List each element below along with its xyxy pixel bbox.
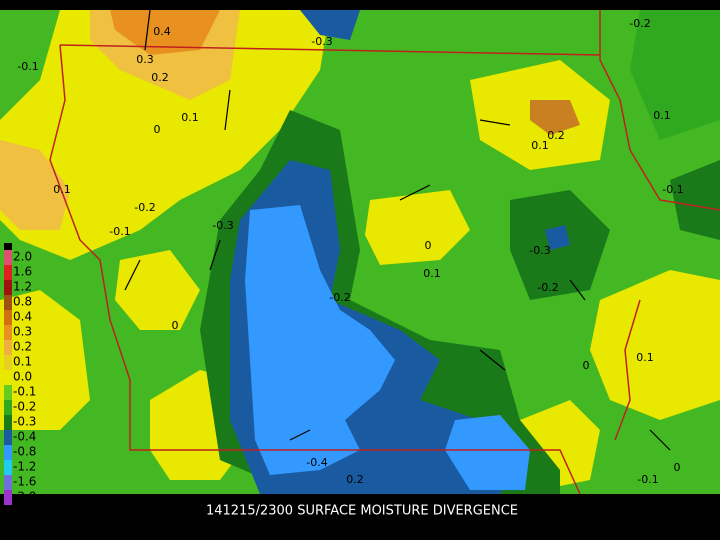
contour-label: -0.4 — [306, 456, 327, 469]
contour-label: -0.2 — [537, 281, 558, 294]
contour-label: 0 — [674, 461, 681, 474]
contour-label: 0.1 — [636, 351, 654, 364]
legend-label: -0.8 — [13, 445, 36, 459]
contour-label: -0.1 — [662, 183, 683, 196]
legend-swatch — [4, 445, 12, 460]
legend-swatch — [4, 280, 12, 295]
legend-swatch — [4, 310, 12, 325]
contour-label: 0.1 — [531, 139, 549, 152]
legend-swatch — [4, 325, 12, 340]
legend-swatch — [4, 475, 12, 490]
legend-label: 0.1 — [13, 355, 32, 369]
contour-label: 0.2 — [547, 129, 565, 142]
contour-label: -0.3 — [529, 244, 550, 257]
legend: 2.01.61.20.80.40.30.20.10.0-0.1-0.2-0.3-… — [4, 250, 36, 505]
legend-label: -2.0 — [13, 490, 36, 504]
contour-label: 0.1 — [653, 109, 671, 122]
legend-label: 0.4 — [13, 310, 32, 324]
contour-label: -0.2 — [134, 201, 155, 214]
legend-swatch — [4, 340, 12, 355]
legend-label: 1.6 — [13, 265, 32, 279]
legend-label: -1.6 — [13, 475, 36, 489]
legend-label: 0.3 — [13, 325, 32, 339]
contour-labels: 0.40.30.20.10-0.1-0.30.1-0.2-0.1 -0.30-0.… — [17, 17, 683, 486]
contour-label: -0.3 — [311, 35, 332, 48]
contour-label: -0.2 — [329, 291, 350, 304]
legend-swatch — [4, 415, 12, 430]
legend-label: 2.0 — [13, 250, 32, 264]
contour-label: 0 — [172, 319, 179, 332]
legend-swatch — [4, 295, 12, 310]
contour-label: 0.2 — [151, 71, 169, 84]
legend-swatch — [4, 430, 12, 445]
contour-label: 0.4 — [153, 25, 171, 38]
contour-label: 0 — [583, 359, 590, 372]
borders — [49, 10, 720, 495]
legend-label: 0.2 — [13, 340, 32, 354]
contour-label: -0.1 — [637, 473, 658, 486]
legend-label: -1.2 — [13, 460, 36, 474]
legend-label: -0.4 — [13, 430, 36, 444]
legend-label: 1.2 — [13, 280, 32, 294]
legend-swatch — [4, 490, 12, 505]
contour-label: 0 — [154, 123, 161, 136]
field — [0, 10, 720, 494]
legend-swatch — [4, 460, 12, 475]
contour-label: -0.2 — [629, 17, 650, 30]
legend-label: -0.1 — [13, 385, 36, 399]
contour-label: 0.2 — [346, 473, 364, 486]
legend-label: -0.3 — [13, 415, 36, 429]
caption: 141215/2300 SURFACE MOISTURE DIVERGENCE — [206, 504, 518, 519]
contour-label: -0.1 — [109, 225, 130, 238]
contour-label: 0.1 — [181, 111, 199, 124]
wind-barbs — [124, 9, 671, 451]
legend-label: 0.0 — [13, 370, 32, 384]
contour-label: 0 — [425, 239, 432, 252]
contour-label: 0.3 — [136, 53, 154, 66]
legend-label: 0.8 — [13, 295, 32, 309]
legend-swatch — [4, 265, 12, 280]
legend-swatch — [4, 355, 12, 370]
contour-label: 0.1 — [53, 183, 71, 196]
contour-label: -0.3 — [212, 219, 233, 232]
legend-swatch — [4, 250, 12, 265]
legend-label: -0.2 — [13, 400, 36, 414]
legend-swatch — [4, 400, 12, 415]
legend-swatch — [4, 385, 12, 400]
contour-label: -0.1 — [17, 60, 38, 73]
contour-label: 0.1 — [423, 267, 441, 280]
legend-swatch — [4, 370, 12, 385]
